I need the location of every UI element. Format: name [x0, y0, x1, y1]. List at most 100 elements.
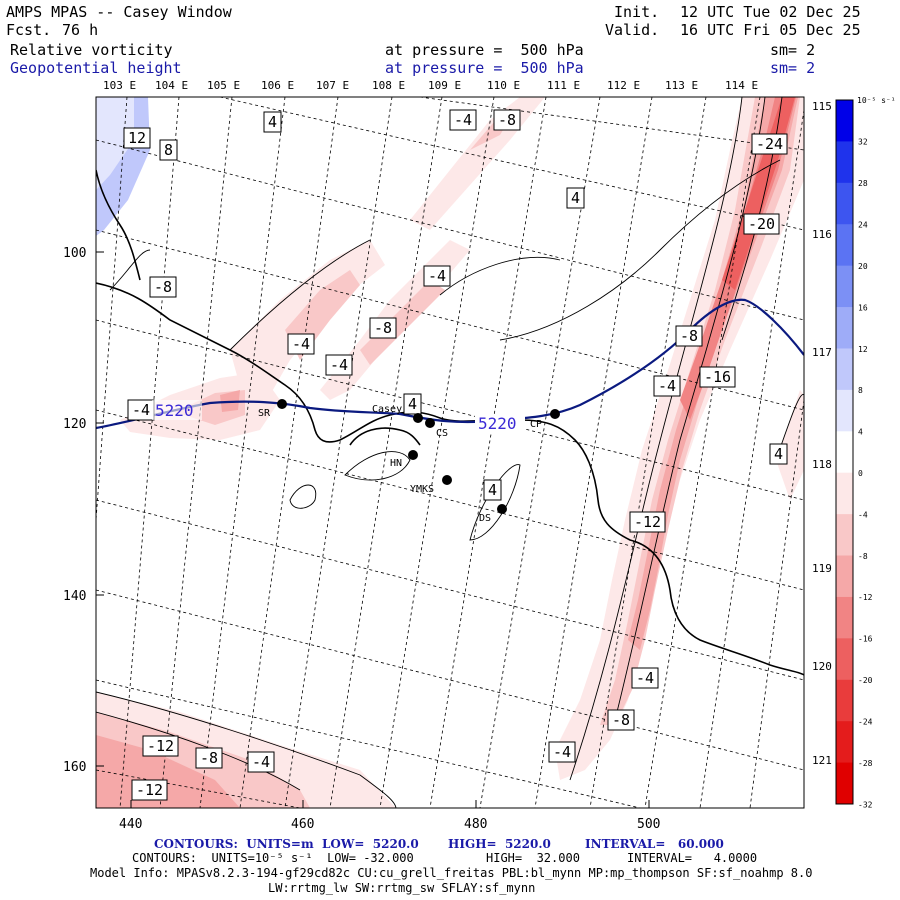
vorticity-label-box: [403, 393, 422, 415]
colorbar-swatch: [836, 100, 853, 142]
vorticity-label: -12: [634, 513, 661, 531]
vorticity-label-box: [247, 751, 275, 773]
x-tick-label: 460: [291, 817, 314, 832]
field1-smoothing: sm= 2: [770, 41, 816, 59]
vorticity-label: -4: [454, 111, 472, 129]
vorticity-label-box: [142, 735, 179, 757]
station-marker: [425, 418, 435, 428]
colorbar-swatch: [836, 141, 853, 184]
longitude-label: 114 E: [725, 79, 758, 92]
colorbar-tick-label: 20: [858, 262, 868, 271]
station-label: Casey: [372, 404, 402, 415]
valid-label: Valid.: [605, 21, 660, 39]
vorticity-label: -8: [680, 327, 698, 345]
vorticity-label: -8: [612, 711, 630, 729]
station-marker: [550, 409, 560, 419]
colorbar-tick-label: 24: [858, 221, 868, 230]
vorticity-label-box: [423, 265, 451, 287]
valid-time: 16 UTC Fri 05 Dec 25: [680, 21, 861, 39]
forecast-hour: 76 h: [62, 21, 99, 39]
colorbar-swatch: [836, 182, 853, 225]
vorticity-label: 4: [488, 481, 497, 499]
vorticity-label-group: 12 8 4 -4 -8 4 -4 -8 -8 -4 -4 4 4 4 -24 -20 -8 -4 -16 -4 -12…: [123, 109, 788, 801]
y-tick-label: 100: [63, 246, 86, 261]
vorticity-label: 4: [408, 395, 417, 413]
vorticity-label: 12: [128, 129, 146, 147]
station-marker: [408, 450, 418, 460]
colorbar-swatch: [836, 224, 853, 267]
vorticity-label-box: [325, 354, 353, 376]
longitude-label: 112 E: [607, 79, 640, 92]
vorticity-label-box: [131, 779, 168, 801]
longitude-label: 110 E: [487, 79, 520, 92]
forecast-label: Fcst.: [6, 21, 52, 39]
x-tick-label: 500: [637, 817, 660, 832]
footer-model-physics: LW:rrtmg_lw SW:rrtmg_sw SFLAY:sf_mynn: [268, 881, 536, 895]
colorbar-frame: [835, 99, 854, 805]
vorticity-label: -4: [252, 753, 270, 771]
vorticity-label: 4: [774, 445, 783, 463]
vorticity-label: -4: [636, 669, 654, 687]
vorticity-label: -12: [147, 737, 174, 755]
vorticity-label-box: [263, 111, 282, 133]
field2-level: at pressure = 500 hPa: [385, 59, 584, 77]
vorticity-label: 8: [164, 141, 173, 159]
footer-height-contours: CONTOURS: UNITS=m LOW= 5220.0: [154, 837, 419, 851]
vorticity-label-box: [195, 747, 223, 769]
vorticity-label: -12: [136, 781, 163, 799]
footer-vorticity-contours: CONTOURS: UNITS=10⁻⁵ s⁻¹ LOW= -32.000: [132, 851, 414, 865]
colorbar-swatch: [836, 555, 853, 598]
station-marker: [413, 413, 423, 423]
vorticity-label-box: [566, 187, 585, 209]
colorbar-tick-label: -8: [858, 552, 868, 561]
height-label: 5220: [155, 401, 194, 420]
axis-ticks: [96, 251, 650, 808]
vorticity-label: -8: [498, 111, 516, 129]
station-marker: [497, 504, 507, 514]
y-tick-label: 120: [63, 417, 86, 432]
vorticity-label-box: [548, 741, 576, 763]
colorbar-swatch: [836, 472, 853, 515]
colorbar-tick-label: 8: [858, 386, 863, 395]
colorbar-unit: 10⁻⁵ s⁻¹: [857, 96, 896, 105]
vorticity-label-box: [653, 375, 681, 397]
vorticity-label-box: [699, 366, 736, 388]
vorticity-fill-negative: [776, 390, 804, 500]
vorticity-label: -16: [704, 368, 731, 386]
colorbar-swatch: [836, 596, 853, 639]
colorbar: 10⁻⁵ s⁻¹ 32 28 24 20 16 12 8 4 0 -4 -8 -12 -16 -20 -24 -…: [835, 96, 896, 809]
colorbar-swatch: [836, 721, 853, 764]
colorbar-swatch: [836, 762, 853, 805]
vorticity-label: 4: [268, 113, 277, 131]
vorticity-label-box: [483, 479, 502, 501]
vorticity-fill-negative: [628, 97, 798, 650]
station-label: HN: [390, 458, 402, 469]
vorticity-label: -8: [200, 749, 218, 767]
longitude-label: 107 E: [316, 79, 349, 92]
vorticity-label: -4: [132, 401, 150, 419]
vorticity-label: -4: [553, 743, 571, 761]
station-marker: [442, 475, 452, 485]
vorticity-contours: [96, 97, 804, 808]
colorbar-swatch: [836, 389, 853, 432]
colorbar-swatch: [836, 431, 853, 474]
longitude-label: 105 E: [207, 79, 240, 92]
y-tick-label: 140: [63, 589, 86, 604]
colorbar-swatch: [836, 307, 853, 349]
window-title: AMPS MPAS -- Casey Window: [6, 3, 232, 21]
vorticity-label: -20: [748, 215, 775, 233]
colorbar-tick-label: 32: [858, 138, 868, 147]
vorticity-label-box: [449, 109, 477, 131]
longitude-label: 104 E: [155, 79, 188, 92]
longitude-label: 106 E: [261, 79, 294, 92]
vorticity-label-box: [287, 333, 315, 355]
vorticity-label-box: [743, 213, 780, 235]
vorticity-label: -4: [658, 377, 676, 395]
vorticity-label: -24: [756, 135, 783, 153]
colorbar-tick-label: 12: [858, 345, 868, 354]
footer-vorticity-high: HIGH= 32.000: [486, 851, 580, 865]
colorbar-tick-label: 4: [858, 428, 863, 437]
longitude-label: 113 E: [665, 79, 698, 92]
station-marker: [277, 399, 287, 409]
